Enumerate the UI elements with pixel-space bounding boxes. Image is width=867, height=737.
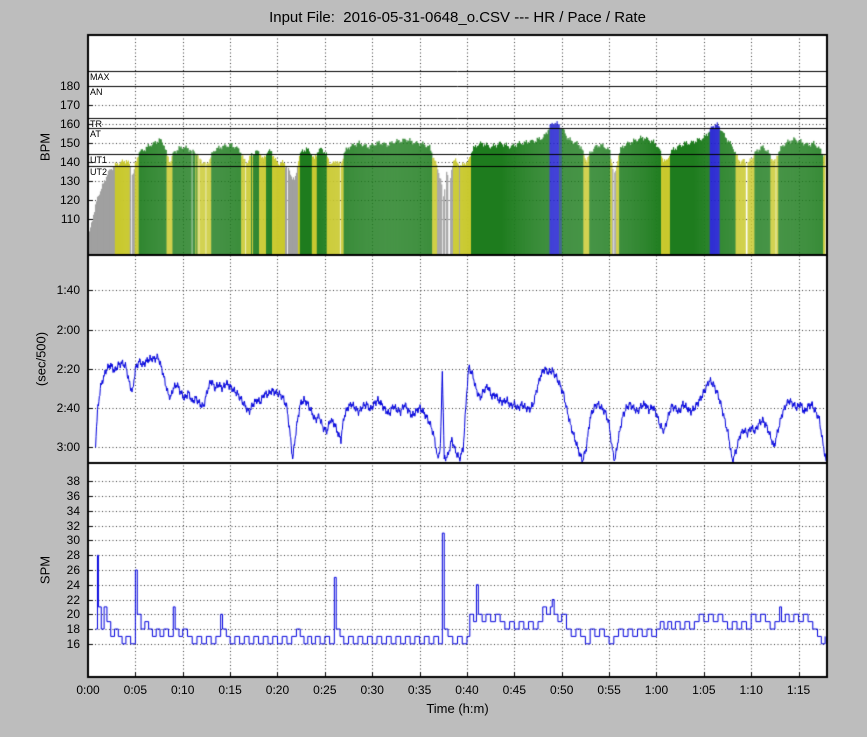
time-tick-label: 0:10 — [161, 683, 205, 697]
bpm-tick-label: 120 — [44, 193, 80, 207]
time-tick-label: 0:45 — [492, 683, 536, 697]
hr-threshold-label-an: AN — [90, 87, 103, 97]
hr-threshold-label-at: AT — [90, 129, 101, 139]
spm-tick-label: 30 — [44, 533, 80, 547]
spm-tick-label: 32 — [44, 519, 80, 533]
chart-canvas — [0, 0, 867, 737]
time-tick-label: 0:40 — [445, 683, 489, 697]
bpm-tick-label: 180 — [44, 79, 80, 93]
time-tick-label: 0:05 — [113, 683, 157, 697]
time-tick-label: 0:20 — [255, 683, 299, 697]
figure: Input File: 2016-05-31-0648_o.CSV --- HR… — [0, 0, 867, 737]
time-tick-label: 0:30 — [350, 683, 394, 697]
spm-tick-label: 18 — [44, 622, 80, 636]
bpm-tick-label: 140 — [44, 155, 80, 169]
time-tick-label: 1:15 — [777, 683, 821, 697]
spm-tick-label: 22 — [44, 593, 80, 607]
pace-tick-label: 1:40 — [44, 283, 80, 297]
hr-threshold-label-ut2: UT2 — [90, 167, 107, 177]
spm-tick-label: 16 — [44, 637, 80, 651]
time-tick-label: 0:50 — [540, 683, 584, 697]
spm-tick-label: 34 — [44, 504, 80, 518]
hr-threshold-label-ut1: UT1 — [90, 155, 107, 165]
y-axis-label-pace: (sec/500) — [34, 332, 49, 386]
bpm-tick-label: 150 — [44, 136, 80, 150]
spm-tick-label: 24 — [44, 578, 80, 592]
bpm-tick-label: 170 — [44, 98, 80, 112]
pace-tick-label: 3:00 — [44, 440, 80, 454]
time-tick-label: 0:25 — [303, 683, 347, 697]
time-tick-label: 0:35 — [398, 683, 442, 697]
spm-tick-label: 28 — [44, 548, 80, 562]
spm-tick-label: 26 — [44, 563, 80, 577]
time-tick-label: 0:55 — [587, 683, 631, 697]
x-axis-label: Time (h:m) — [88, 701, 827, 716]
pace-tick-label: 2:00 — [44, 323, 80, 337]
time-tick-label: 1:00 — [634, 683, 678, 697]
bpm-tick-label: 160 — [44, 117, 80, 131]
bpm-tick-label: 110 — [44, 212, 80, 226]
time-tick-label: 1:05 — [682, 683, 726, 697]
pace-tick-label: 2:20 — [44, 362, 80, 376]
spm-tick-label: 38 — [44, 474, 80, 488]
pace-tick-label: 2:40 — [44, 401, 80, 415]
time-tick-label: 0:15 — [208, 683, 252, 697]
bpm-tick-label: 130 — [44, 174, 80, 188]
hr-threshold-label-max: MAX — [90, 72, 110, 82]
time-tick-label: 1:10 — [729, 683, 773, 697]
spm-tick-label: 20 — [44, 607, 80, 621]
time-tick-label: 0:00 — [66, 683, 110, 697]
spm-tick-label: 36 — [44, 489, 80, 503]
